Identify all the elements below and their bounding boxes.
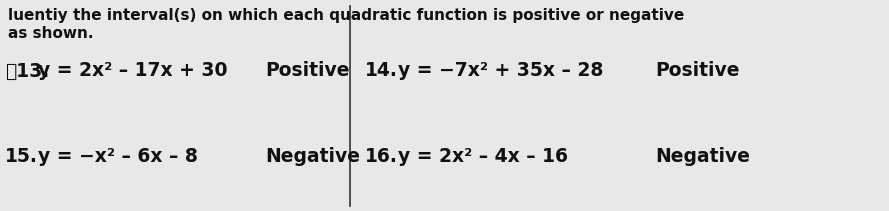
Text: Positive: Positive bbox=[265, 61, 349, 81]
Text: Negative: Negative bbox=[655, 146, 750, 165]
Text: Negative: Negative bbox=[265, 146, 360, 165]
Text: 14.: 14. bbox=[365, 61, 398, 81]
Text: y = 2x² – 4x – 16: y = 2x² – 4x – 16 bbox=[398, 146, 568, 165]
Text: 16.: 16. bbox=[365, 146, 398, 165]
Text: 15.: 15. bbox=[5, 146, 38, 165]
Text: y = 2x² – 17x + 30: y = 2x² – 17x + 30 bbox=[38, 61, 228, 81]
Text: y = −x² – 6x – 8: y = −x² – 6x – 8 bbox=[38, 146, 198, 165]
Text: as shown.: as shown. bbox=[8, 26, 93, 41]
Text: luentiy the interval(s) on which each quadratic function is positive or negative: luentiy the interval(s) on which each qu… bbox=[8, 8, 685, 23]
Text: y = −7x² + 35x – 28: y = −7x² + 35x – 28 bbox=[398, 61, 604, 81]
Text: Positive: Positive bbox=[655, 61, 740, 81]
Text: 焸13.: 焸13. bbox=[5, 61, 49, 81]
